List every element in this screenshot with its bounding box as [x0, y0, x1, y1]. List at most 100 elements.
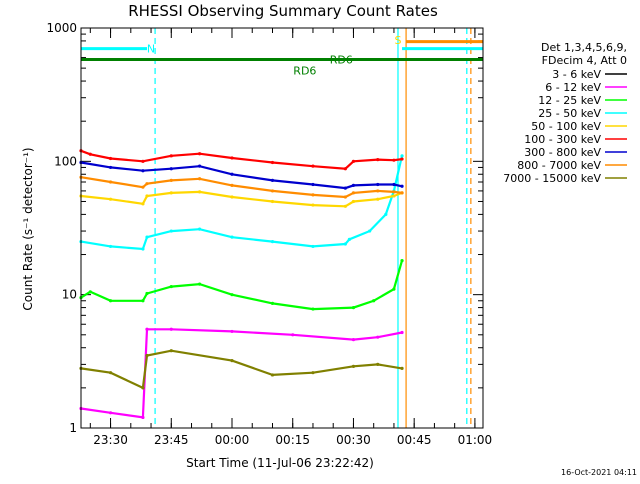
series-point — [141, 299, 145, 303]
annotation-label: N — [147, 43, 155, 56]
series-point — [376, 335, 380, 339]
series-point — [198, 152, 202, 156]
series-line — [80, 149, 403, 170]
series-point — [392, 287, 396, 291]
series-point — [169, 178, 173, 182]
series-point — [400, 330, 404, 335]
series-point — [270, 199, 275, 204]
series-point — [169, 167, 173, 171]
legend-entry-label: 25 - 50 keV — [538, 107, 601, 120]
annotation-label: RD6 — [330, 54, 353, 67]
series-point — [108, 299, 113, 303]
series-point — [270, 178, 275, 182]
series-point — [230, 195, 234, 199]
series-point — [169, 284, 173, 289]
series-point — [311, 182, 315, 187]
series-point — [108, 244, 113, 249]
series-point — [108, 411, 113, 415]
series-point — [400, 259, 404, 263]
series-point — [343, 204, 347, 208]
plot-area — [79, 27, 483, 429]
series-line — [80, 349, 403, 390]
series-point — [108, 197, 113, 201]
annotation-label: RD6 — [293, 65, 316, 78]
series-point — [230, 359, 234, 363]
series-point — [343, 195, 347, 199]
series-line — [80, 260, 404, 311]
series-point — [141, 202, 145, 206]
series-point — [141, 247, 145, 251]
series-point — [145, 182, 149, 186]
series-point — [230, 183, 234, 187]
series-point — [141, 386, 145, 390]
series-point — [311, 307, 315, 311]
x-tick-label: 01:00 — [458, 433, 493, 447]
series-point — [291, 333, 295, 337]
legend-entry-label: 3 - 6 keV — [552, 68, 601, 81]
series-point — [270, 373, 275, 377]
series-point — [230, 235, 234, 239]
series-point — [376, 197, 380, 201]
y-tick-label: 100 — [54, 154, 77, 168]
series-point — [311, 164, 315, 168]
series-point — [169, 229, 173, 233]
series-point — [351, 183, 356, 187]
series-point — [270, 189, 275, 193]
series-point — [88, 290, 92, 294]
series-point — [145, 353, 149, 358]
series-point — [351, 159, 356, 163]
series-point — [392, 182, 396, 187]
y-tick-label: 10 — [62, 288, 77, 302]
series-point — [384, 212, 388, 216]
series-point — [351, 364, 356, 368]
series-point — [230, 329, 234, 334]
legend-entry-label: 12 - 25 keV — [538, 94, 601, 107]
chart-title: RHESSI Observing Summary Count Rates — [128, 2, 438, 20]
x-tick-label: 23:30 — [93, 433, 128, 447]
series-point — [400, 157, 404, 161]
legend-header-line-2: FDecim 4, Att 0 — [542, 54, 627, 67]
series-point — [108, 180, 113, 184]
series-line — [80, 328, 403, 419]
series-point — [400, 366, 404, 370]
series-point — [351, 191, 356, 195]
plot-frame — [80, 27, 484, 429]
series-point — [347, 237, 352, 241]
series-point — [351, 338, 356, 342]
x-tick-label: 23:45 — [154, 433, 189, 447]
series-point — [141, 159, 145, 163]
series-point — [145, 291, 149, 296]
series-point — [392, 194, 396, 198]
series-point — [311, 371, 315, 375]
series-point — [376, 158, 380, 162]
y-tick-label: 1000 — [46, 21, 77, 35]
series-point — [400, 184, 404, 188]
series-point — [198, 282, 202, 286]
series-point — [270, 240, 275, 244]
series-point — [230, 172, 234, 176]
series-point — [88, 152, 92, 156]
series-point — [311, 244, 315, 249]
series-point — [343, 242, 347, 246]
x-tick-label: 00:15 — [275, 433, 310, 447]
series-point — [392, 190, 396, 194]
series-point — [141, 169, 145, 173]
series-point — [400, 154, 404, 158]
y-axis-label: Count Rate (s⁻¹ detector⁻¹) — [21, 147, 35, 310]
x-tick-label: 00:45 — [397, 433, 432, 447]
series-point — [198, 227, 202, 231]
series-point — [198, 164, 202, 168]
legend-entry-label: 300 - 800 keV — [524, 146, 601, 159]
series-point — [169, 154, 173, 158]
series-point — [343, 186, 347, 190]
series-point — [145, 194, 149, 198]
series-point — [270, 160, 275, 165]
series-point — [145, 327, 149, 331]
series-point — [108, 371, 113, 375]
series-point — [198, 190, 202, 194]
series-point — [311, 203, 315, 207]
series-point — [311, 193, 315, 197]
x-tick-label: 00:30 — [336, 433, 371, 447]
series-point — [169, 327, 173, 331]
